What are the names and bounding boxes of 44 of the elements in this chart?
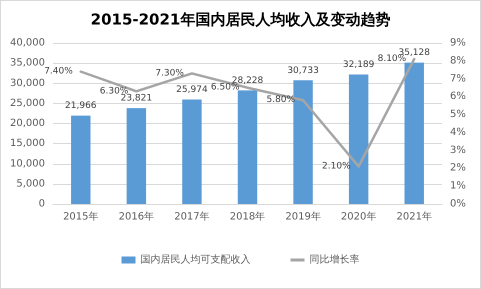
y2-tick-label: 1%: [450, 180, 466, 192]
x-tick-label: 2020年: [340, 210, 376, 222]
data-label: 7.40%: [44, 66, 74, 77]
bar: [293, 80, 313, 204]
y2-tick-label: 4%: [450, 126, 466, 138]
y2-tick-label: 7%: [450, 73, 466, 84]
x-tick-label: 2017年: [174, 210, 210, 222]
y2-tick-label: 3%: [450, 144, 466, 156]
data-label: 7.30%: [155, 68, 184, 78]
bar: [182, 99, 202, 204]
x-tick-label: 2015年: [63, 210, 99, 222]
y-tick-label: 40,000: [10, 38, 45, 48]
y2-tick-label: 0%: [450, 198, 466, 210]
y-tick-label: 35,000: [10, 58, 45, 69]
data-label: 30,733: [287, 66, 319, 76]
y2-tick-label: 2%: [450, 162, 466, 174]
y-tick-label: 5,000: [16, 178, 45, 190]
chart-title: 2015-2021年国内居民人均收入及变动趋势: [90, 10, 390, 28]
bar: [126, 108, 146, 204]
y2-tick-label: 6%: [450, 91, 466, 102]
legend-label: 同比增长率: [310, 254, 360, 266]
data-label: 25,974: [176, 84, 208, 95]
bar: [404, 62, 424, 204]
y2-tick-label: 8%: [450, 55, 466, 66]
data-label: 5.80%: [266, 95, 296, 106]
y2-tick-label: 5%: [450, 109, 466, 120]
y-tick-label: 20,000: [10, 118, 45, 129]
y-tick-label: 0: [38, 198, 45, 210]
data-label: 32,189: [342, 60, 375, 70]
x-tick-label: 2019年: [285, 210, 321, 222]
y2-tick-label: 9%: [450, 38, 466, 48]
bar: [238, 90, 258, 204]
x-tick-label: 2016年: [118, 210, 154, 222]
data-label: 8.10%: [378, 54, 407, 64]
y-tick-label: 30,000: [10, 78, 45, 89]
y-tick-label: 15,000: [10, 138, 45, 150]
y-tick-label: 25,000: [10, 98, 45, 109]
y-tick-label: 10,000: [10, 158, 45, 170]
x-tick-label: 2021年: [396, 210, 432, 222]
legend-label: 国内居民人均可支配收入: [140, 254, 250, 266]
x-tick-label: 2018年: [230, 210, 266, 222]
bar: [348, 74, 368, 204]
data-label: 21,966: [65, 101, 97, 112]
bar: [71, 116, 91, 204]
